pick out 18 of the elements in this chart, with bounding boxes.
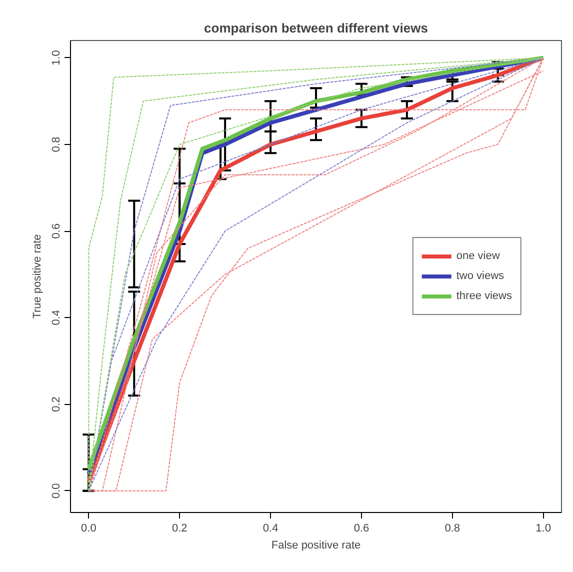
y-tick-label: 0.0 — [50, 483, 62, 498]
x-axis-title: False positive rate — [271, 540, 361, 552]
x-tick-label: 0.4 — [262, 522, 278, 534]
x-tick-label: 1.0 — [536, 522, 551, 534]
y-tick-label: 0.8 — [50, 136, 62, 152]
x-tick-label: 0.6 — [354, 522, 370, 534]
y-tick-label: 0.2 — [50, 396, 62, 412]
legend-label: three views — [456, 290, 512, 302]
x-tick-label: 0.2 — [172, 522, 188, 534]
y-axis-title: True positive rate — [32, 234, 44, 319]
legend-label: two views — [456, 270, 504, 282]
y-tick-label: 0.4 — [50, 310, 62, 326]
legend-label: one view — [456, 250, 500, 262]
x-tick-label: 0.8 — [444, 522, 460, 534]
x-tick-label: 0.0 — [81, 522, 96, 534]
chart-title: comparison between different views — [204, 20, 428, 36]
y-tick-label: 1.0 — [50, 50, 62, 66]
y-tick-label: 0.6 — [50, 223, 62, 239]
